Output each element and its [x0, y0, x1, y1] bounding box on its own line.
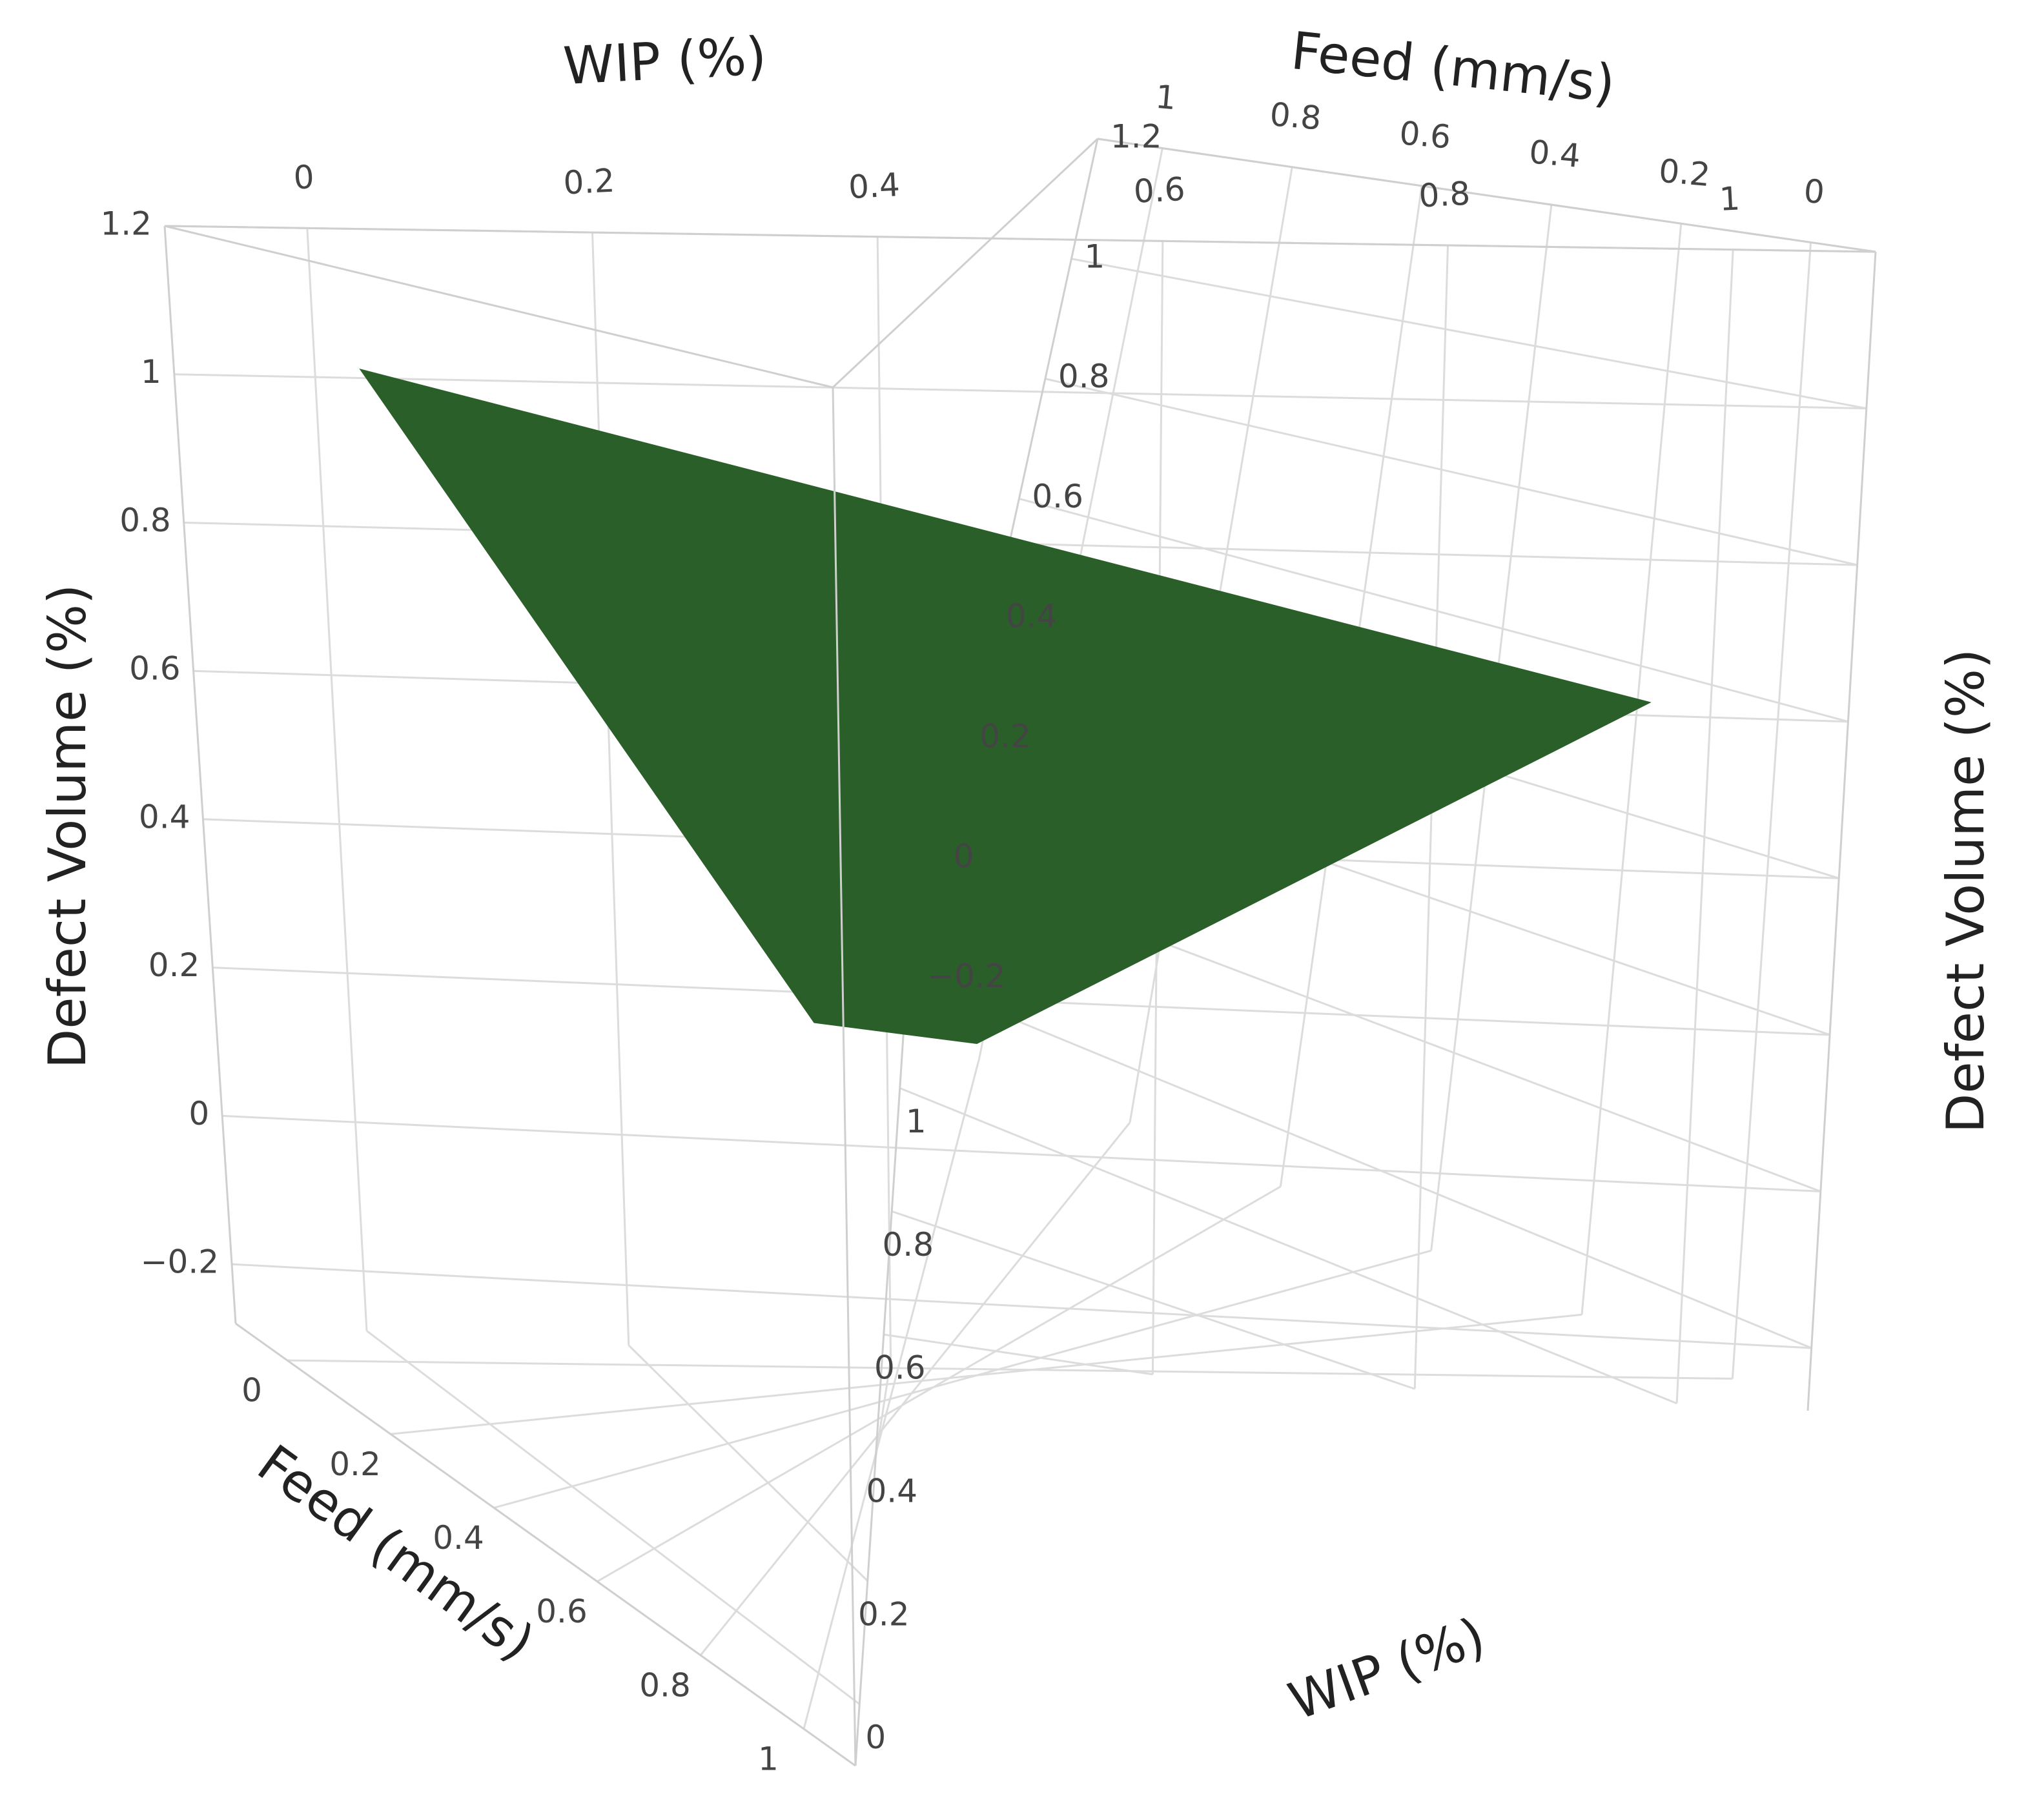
grid-line-wip-back-wall: [306, 228, 368, 1331]
box-edge-front: [832, 387, 857, 1766]
surface-layer: [359, 368, 1652, 1045]
feed-tick-label-bottom: 0.6: [536, 1593, 588, 1630]
feed-tick-label-top: 0.4: [1528, 133, 1582, 175]
grid-line-wip-back-wall: [1413, 245, 1449, 1389]
z-tick-label-right: 0.8: [1058, 358, 1110, 395]
grid-line-floor-wip: [366, 1330, 861, 1705]
grid-line-floor-wip: [891, 1210, 1415, 1390]
wip-tick-label-bottom: 0.6: [874, 1349, 926, 1387]
grid-line-floor-feed: [287, 1359, 1733, 1380]
grid-line-floor-feed: [597, 1185, 1282, 1582]
z-tick-label-left: 0.6: [129, 650, 181, 688]
box-edge: [163, 225, 237, 1324]
z-axis-title-left: Defect Volume (%): [37, 584, 97, 1068]
z-tick-label-right: 0.2: [979, 718, 1031, 755]
tick-labels: 0 0.2 0.4 0.6 0.8 1 0 0.2 0.4 0.6 0.8 1 0 0.2 0.4 0.6 0.…: [100, 78, 1826, 1778]
z-tick-label-right: 0.6: [1032, 478, 1083, 515]
grid-line-feed-back-wall: [1581, 223, 1683, 1315]
wip-tick-label-top: 0.8: [1418, 174, 1471, 214]
wip-tick-label-top: 0.6: [1132, 170, 1185, 210]
wip-axis-title-top: WIP (%): [562, 26, 768, 96]
wip-tick-label-bottom: 1: [906, 1103, 926, 1140]
wip-tick-label-top: 0: [292, 158, 315, 197]
grid-line-floor-wip: [899, 1087, 1677, 1405]
wip-axis-title-bottom: WIP (%): [1281, 1606, 1493, 1732]
grid-line-wip-back-wall: [1675, 249, 1734, 1404]
box-edge: [1807, 251, 1877, 1411]
wip-tick-label-bottom: 0.8: [882, 1226, 934, 1263]
z-tick-label-left: 0: [189, 1095, 209, 1132]
grid-line-z-back-wall-feed: [914, 977, 1812, 1349]
feed-tick-label-bottom: 1: [758, 1740, 779, 1777]
feed-axis-title-bottom: Feed (mm/s): [247, 1433, 545, 1673]
z-tick-label-right: 1: [1084, 238, 1105, 275]
grid-line-z-back-wall-feed: [1045, 378, 1858, 566]
wip-tick-label-top: 0.2: [562, 161, 615, 201]
box-edge: [832, 138, 1099, 389]
box-edge: [854, 1026, 905, 1766]
z-tick-label-left: −0.2: [141, 1243, 219, 1281]
feed-tick-label-bottom: 0.8: [639, 1666, 691, 1704]
z-tick-label-right: 0.4: [1006, 598, 1058, 635]
feed-tick-label-bottom: 0: [241, 1372, 262, 1409]
grid-line-floor-feed: [803, 1058, 981, 1730]
front-edge-layer: [832, 387, 857, 1766]
grid-line-floor-feed: [390, 1313, 1582, 1435]
feed-tick-label-top: 0.2: [1657, 152, 1712, 194]
z-tick-label-right: 0: [954, 837, 974, 875]
grid-line-z-back-wall-feed: [1071, 258, 1867, 410]
box-edge: [164, 225, 1876, 253]
z-tick-label-left: 0.2: [148, 946, 200, 984]
z-tick-label-left: 0.4: [139, 798, 190, 835]
feed-tick-label-bottom: 0.2: [329, 1446, 381, 1483]
z-tick-label-left: 1: [141, 353, 161, 391]
grid-line-z-back-wall-feed: [1018, 497, 1848, 723]
wip-tick-label-top: 1: [1719, 179, 1741, 218]
feed-tick-label-top: 1: [1154, 78, 1178, 118]
grid-line-feed-back-wall: [1731, 242, 1812, 1379]
box-edge: [164, 225, 834, 389]
feed-axis-title-top: Feed (mm/s): [1288, 21, 1617, 114]
wip-tick-label-bottom: 0.2: [858, 1595, 910, 1633]
grid-line-floor-feed: [699, 1121, 1131, 1656]
z-tick-label-left: 0.8: [119, 502, 171, 539]
feed-tick-label-top: 0.6: [1398, 114, 1452, 156]
grid-line-floor-wip: [883, 1333, 1153, 1376]
z-tick-label-right: 1.2: [1111, 118, 1162, 156]
grid-line-floor-wip: [628, 1344, 868, 1582]
grid-line-wip-back-wall: [591, 232, 630, 1345]
grid-line-z-back-wall-wip: [222, 1114, 1821, 1192]
box-edge: [1097, 138, 1876, 253]
feed-tick-label-bottom: 0.4: [433, 1519, 484, 1557]
feed-tick-label-top: 0: [1803, 172, 1827, 212]
feed-tick-label-top: 0.8: [1268, 96, 1322, 138]
grid-line-z-back-wall-wip: [231, 1263, 1812, 1349]
box-edge: [235, 1322, 856, 1767]
wip-tick-label-top: 0.4: [848, 166, 901, 206]
grid-line-z-back-wall-wip: [174, 373, 1867, 410]
grid-line-floor-feed: [493, 1249, 1432, 1509]
z-tick-label-right: −0.2: [927, 957, 1005, 995]
wip-tick-label-bottom: 0.4: [866, 1472, 917, 1509]
defect-volume-surface: [359, 368, 1652, 1045]
wip-tick-label-bottom: 0: [865, 1719, 886, 1756]
z-axis-title-right: Defect Volume (%): [1936, 649, 1996, 1133]
z-tick-label-left: 1.2: [100, 205, 152, 243]
